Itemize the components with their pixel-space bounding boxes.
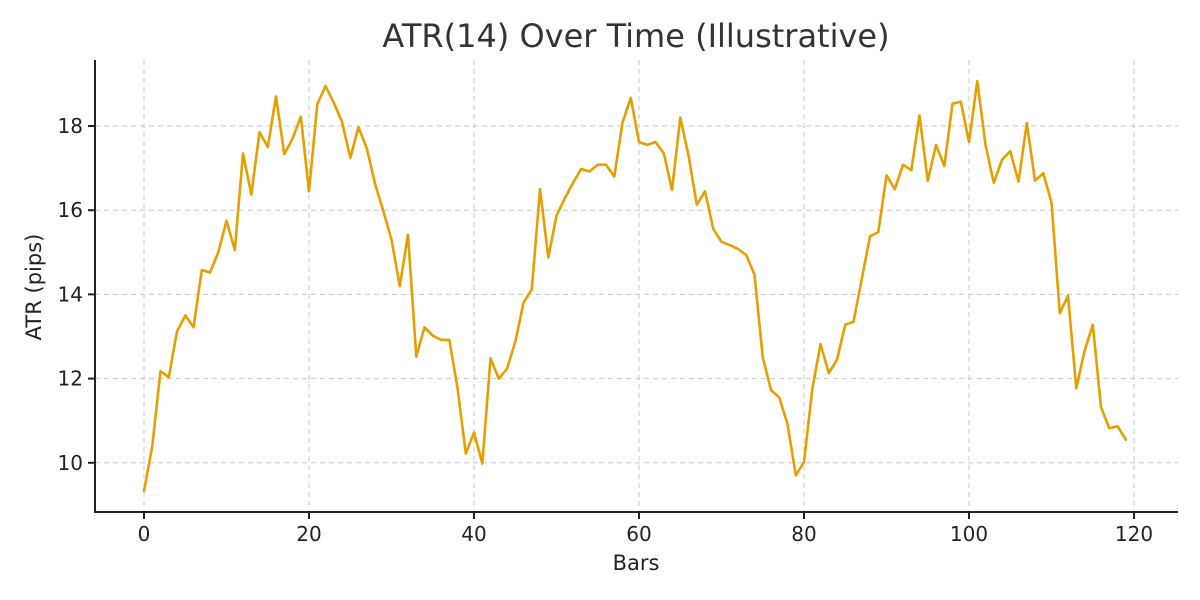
x-tick-label: 120 [1115,522,1153,546]
y-tick-label: 10 [58,451,83,475]
x-tick-label: 0 [138,522,151,546]
x-tick-label: 100 [950,522,988,546]
x-axis-label: Bars [613,551,660,575]
chart-title: ATR(14) Over Time (Illustrative) [382,17,889,55]
y-tick-label: 14 [58,282,83,306]
x-tick-label: 80 [791,522,816,546]
y-axis-ticks: 10 12 14 16 18 [58,114,95,475]
x-tick-label: 20 [296,522,321,546]
y-axis-label: ATR (pips) [22,234,46,341]
x-tick-label: 40 [461,522,486,546]
y-tick-label: 16 [58,198,83,222]
x-tick-label: 60 [626,522,651,546]
y-tick-label: 18 [58,114,83,138]
atr-series-line [142,79,1128,493]
x-axis-ticks: 0 20 40 60 80 100 120 [138,512,1153,546]
y-tick-label: 12 [58,367,83,391]
